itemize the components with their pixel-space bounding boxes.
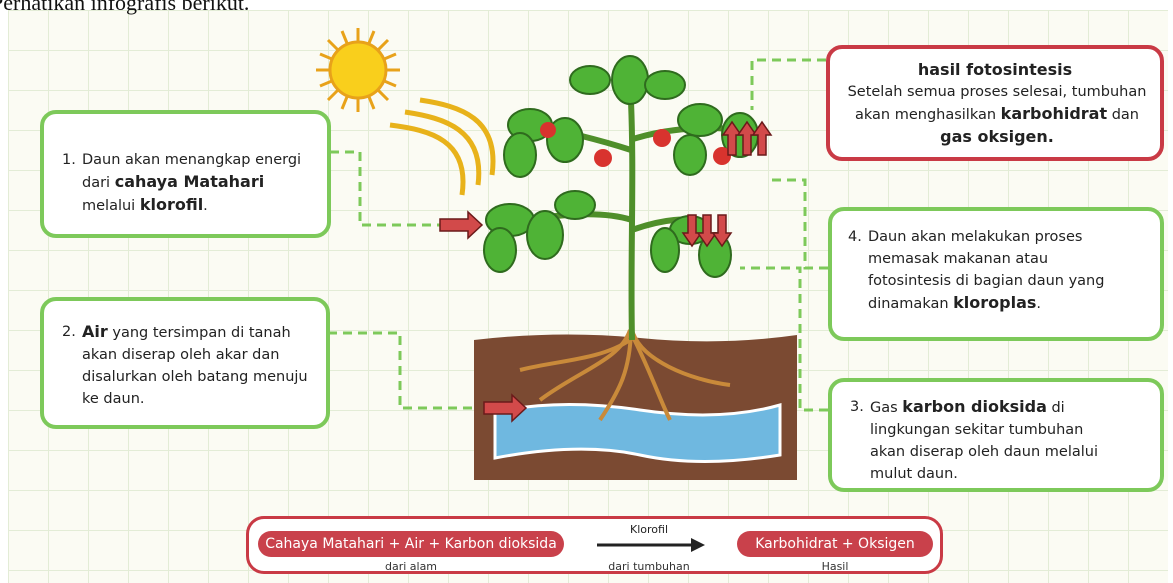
bold-text: Air (82, 322, 108, 341)
result-box: hasil fotosintesis Setelah semua proses … (826, 45, 1164, 161)
text: . (203, 198, 208, 214)
step-text: Air yang tersimpan di tanah akan diserap… (82, 321, 317, 410)
text: dan (1112, 107, 1139, 123)
outputs-pill: Karbohidrat + Oksigen (737, 531, 933, 557)
water (495, 404, 780, 461)
step-box: 4. Daun akan melakukan proses memasak ma… (828, 207, 1164, 341)
step-text: Daun akan menangkap energi dari cahaya M… (82, 149, 322, 217)
text: melalui (82, 198, 135, 214)
step-number: 3. (850, 396, 864, 418)
bold-text: gas oksigen. (940, 127, 1054, 146)
light-rays (390, 100, 493, 195)
step-text: Daun akan melakukan proses memasak makan… (868, 226, 1128, 315)
result-text: Setelah semua proses selesai, tumbuhan a… (842, 81, 1152, 149)
equation-bar: Cahaya Matahari + Air + Karbon dioksida … (246, 516, 943, 574)
sun (316, 28, 400, 112)
step-text: Gas karbon dioksida di lingkungan sekita… (870, 396, 1120, 485)
bold-text: karbon dioksida (902, 397, 1047, 416)
step-box: 3. Gas karbon dioksida di lingkungan sek… (828, 378, 1164, 492)
step-number: 1. (62, 149, 76, 171)
outputs-note: Hasil (737, 560, 933, 573)
step-box: 2. Air yang tersimpan di tanah akan dise… (40, 297, 330, 429)
text: Gas (870, 400, 898, 416)
step-box: 1. Daun akan menangkap energi dari cahay… (40, 110, 331, 238)
catalyst: Klorofil (589, 523, 709, 536)
text: . (1036, 296, 1041, 312)
bold-text: kloroplas (953, 293, 1036, 312)
inputs-note: dari alam (258, 560, 564, 573)
result-title: hasil fotosintesis (830, 59, 1160, 81)
inputs-pill: Cahaya Matahari + Air + Karbon dioksida (258, 531, 564, 557)
bold-text: cahaya Matahari (115, 172, 265, 191)
text: yang tersimpan di tanah akan diserap ole… (82, 325, 308, 407)
bold-text: klorofil (140, 195, 203, 214)
step-number: 2. (62, 321, 76, 343)
page: Perhatikan infografis berikut. (0, 0, 1173, 583)
reaction-arrow (597, 537, 707, 553)
leaves (484, 56, 758, 277)
step-number: 4. (848, 226, 862, 248)
bold-text: karbohidrat (1001, 104, 1107, 123)
catalyst-note: dari tumbuhan (589, 560, 709, 573)
